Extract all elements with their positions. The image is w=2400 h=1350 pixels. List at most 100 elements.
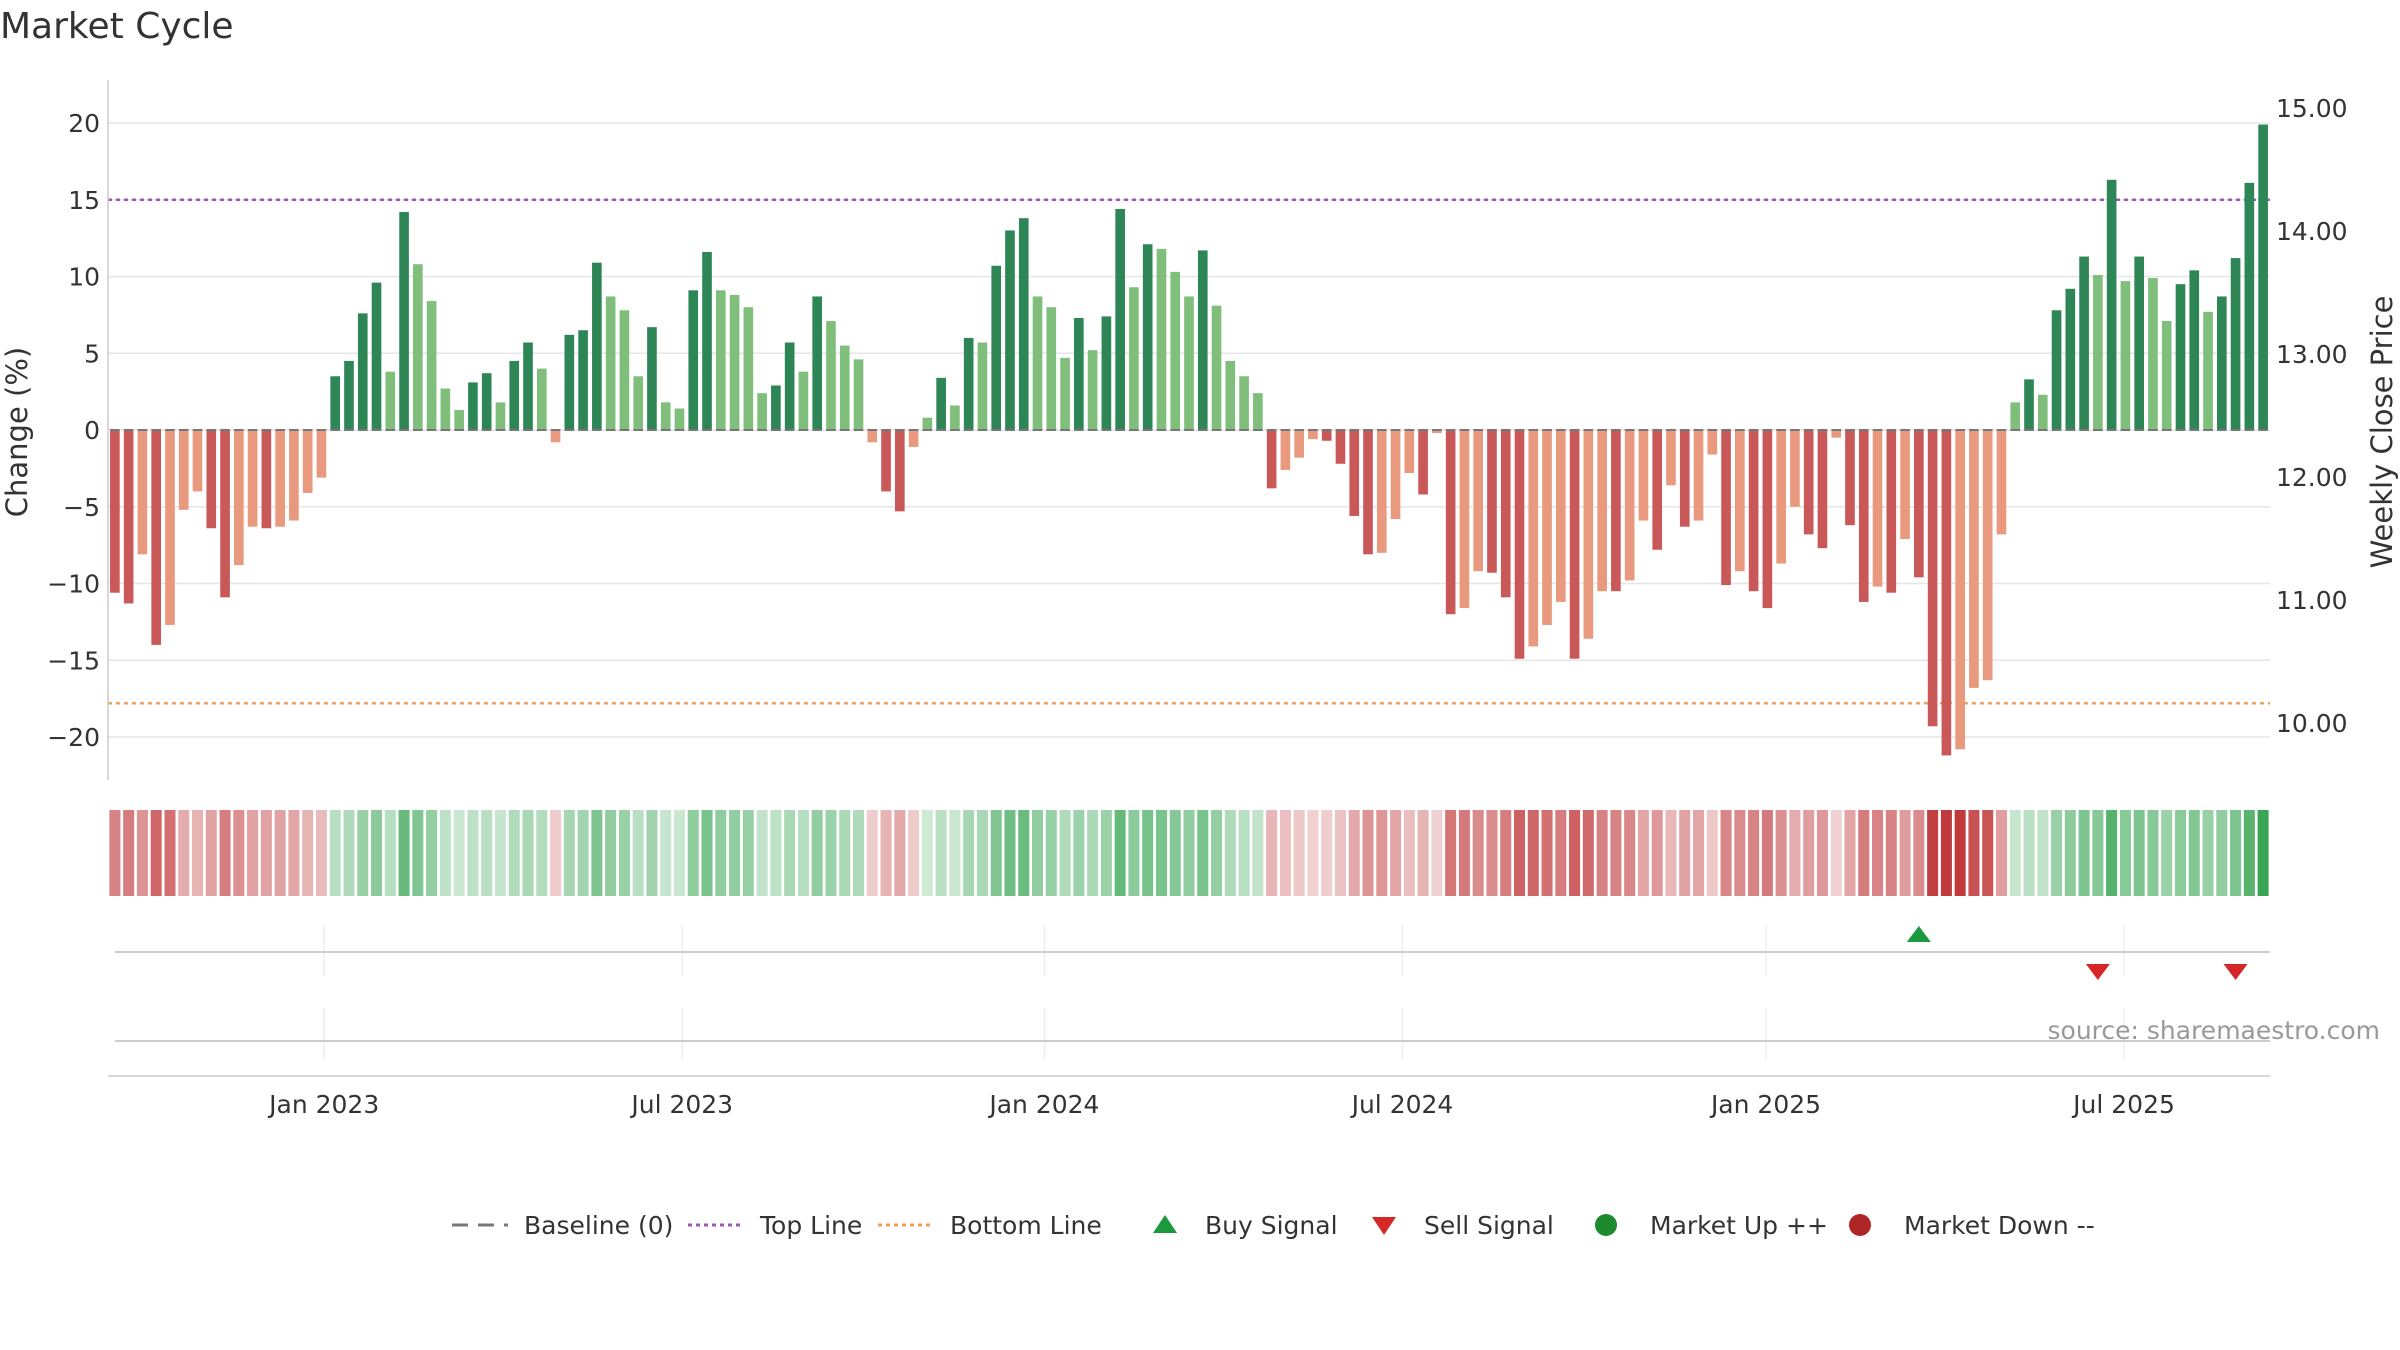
heat-cell xyxy=(2037,810,2049,896)
change-bar xyxy=(261,430,272,529)
x-tick-label: Jan 2024 xyxy=(987,1090,1099,1119)
y-tick-label: −15 xyxy=(47,646,100,675)
y2-tick-label: 10.00 xyxy=(2276,709,2348,738)
change-bar xyxy=(289,430,299,521)
heat-cell xyxy=(1073,810,1085,896)
heat-cell xyxy=(1569,810,1581,896)
change-bar xyxy=(1790,430,1800,507)
y2-tick-label: 15.00 xyxy=(2276,94,2348,123)
change-bar xyxy=(1597,430,1607,592)
y-tick-label: −5 xyxy=(63,493,100,522)
change-bar xyxy=(2051,310,2062,430)
change-bar xyxy=(1266,430,1277,489)
change-bar xyxy=(536,368,547,430)
change-bar xyxy=(1845,430,1855,526)
y-tick-label: 5 xyxy=(84,339,100,368)
legend-label: Market Up ++ xyxy=(1650,1211,1828,1240)
change-bar xyxy=(1197,250,1208,430)
change-bar xyxy=(1459,430,1470,609)
legend-item: Top Line xyxy=(688,1211,862,1240)
change-bar xyxy=(316,430,327,478)
heat-cell xyxy=(1927,810,1939,896)
heat-cell xyxy=(1486,810,1498,896)
heat-cell xyxy=(329,810,341,896)
heat-cell xyxy=(729,810,741,896)
change-bar xyxy=(2175,284,2186,430)
heat-cell xyxy=(2174,810,2186,896)
legend-item: Market Up ++ xyxy=(1595,1211,1828,1240)
change-bar xyxy=(413,264,423,430)
legend-item: Baseline (0) xyxy=(452,1211,673,1240)
legend-label: Top Line xyxy=(759,1211,862,1240)
heat-cell xyxy=(797,810,809,896)
change-bar xyxy=(605,296,616,430)
change-bar xyxy=(1005,230,1015,430)
change-bar xyxy=(826,321,836,430)
heat-cell xyxy=(2078,810,2090,896)
x-tick-label: Jul 2023 xyxy=(629,1090,733,1119)
heat-cell xyxy=(880,810,892,896)
heat-cell xyxy=(1100,810,1112,896)
change-bar xyxy=(867,430,878,443)
y2-tick-label: 14.00 xyxy=(2276,217,2348,246)
legend-item: Buy Signal xyxy=(1153,1211,1338,1240)
heat-cell xyxy=(1513,810,1526,896)
heat-cell xyxy=(1844,810,1856,896)
heat-cell xyxy=(1596,810,1608,896)
change-bar xyxy=(592,262,602,430)
change-bar xyxy=(1032,296,1043,430)
change-bar xyxy=(2106,179,2117,430)
change-bar xyxy=(1500,430,1511,598)
change-bar xyxy=(633,376,643,430)
heat-cell xyxy=(426,810,438,896)
y-tick-label: 10 xyxy=(68,263,100,292)
change-bar xyxy=(2148,278,2158,430)
change-bar xyxy=(881,430,891,492)
buy-signal-marker xyxy=(1906,926,1931,942)
change-bar xyxy=(206,430,217,529)
heat-cell xyxy=(136,810,148,896)
change-bar xyxy=(1170,271,1181,430)
change-bar xyxy=(743,307,754,430)
change-bar xyxy=(1115,208,1125,430)
change-bar xyxy=(1225,360,1236,430)
legend-label: Buy Signal xyxy=(1205,1211,1338,1240)
change-bar xyxy=(2093,274,2103,430)
heat-cell xyxy=(233,810,245,896)
change-bar xyxy=(192,430,203,492)
heat-cell xyxy=(2202,810,2214,896)
change-bar xyxy=(963,337,974,430)
heat-cell xyxy=(123,810,135,896)
change-bar xyxy=(2230,258,2241,430)
change-bar xyxy=(137,430,148,555)
heat-cell xyxy=(1018,810,1030,896)
change-bar xyxy=(1294,430,1304,458)
change-bar xyxy=(1432,430,1442,434)
heat-cell xyxy=(2147,810,2159,896)
change-bar xyxy=(330,376,341,430)
change-bar xyxy=(1996,430,2007,535)
heat-cell xyxy=(1445,810,1457,896)
heat-cell xyxy=(1334,810,1346,896)
heat-cell xyxy=(1610,810,1622,896)
sell-signal-marker xyxy=(2085,964,2110,980)
legend-item: Sell Signal xyxy=(1372,1211,1554,1240)
heat-cell xyxy=(550,810,562,896)
change-bars xyxy=(110,124,2268,756)
heat-cell xyxy=(1968,810,1980,896)
change-bar xyxy=(977,342,988,430)
legend-label: Baseline (0) xyxy=(524,1211,673,1240)
change-bar xyxy=(2244,182,2255,430)
change-bar xyxy=(2161,321,2172,430)
change-bar xyxy=(1927,430,1938,727)
heat-cell xyxy=(219,810,231,896)
change-bar xyxy=(1872,430,1883,587)
change-bar xyxy=(1748,430,1759,592)
heat-cell xyxy=(2161,810,2173,896)
heat-cell xyxy=(1417,810,1429,896)
change-bar xyxy=(1555,430,1566,602)
change-bar xyxy=(853,359,864,430)
change-bar xyxy=(1831,430,1842,438)
heat-cell xyxy=(825,810,837,896)
y-axis-title: Change (%) xyxy=(0,347,34,517)
